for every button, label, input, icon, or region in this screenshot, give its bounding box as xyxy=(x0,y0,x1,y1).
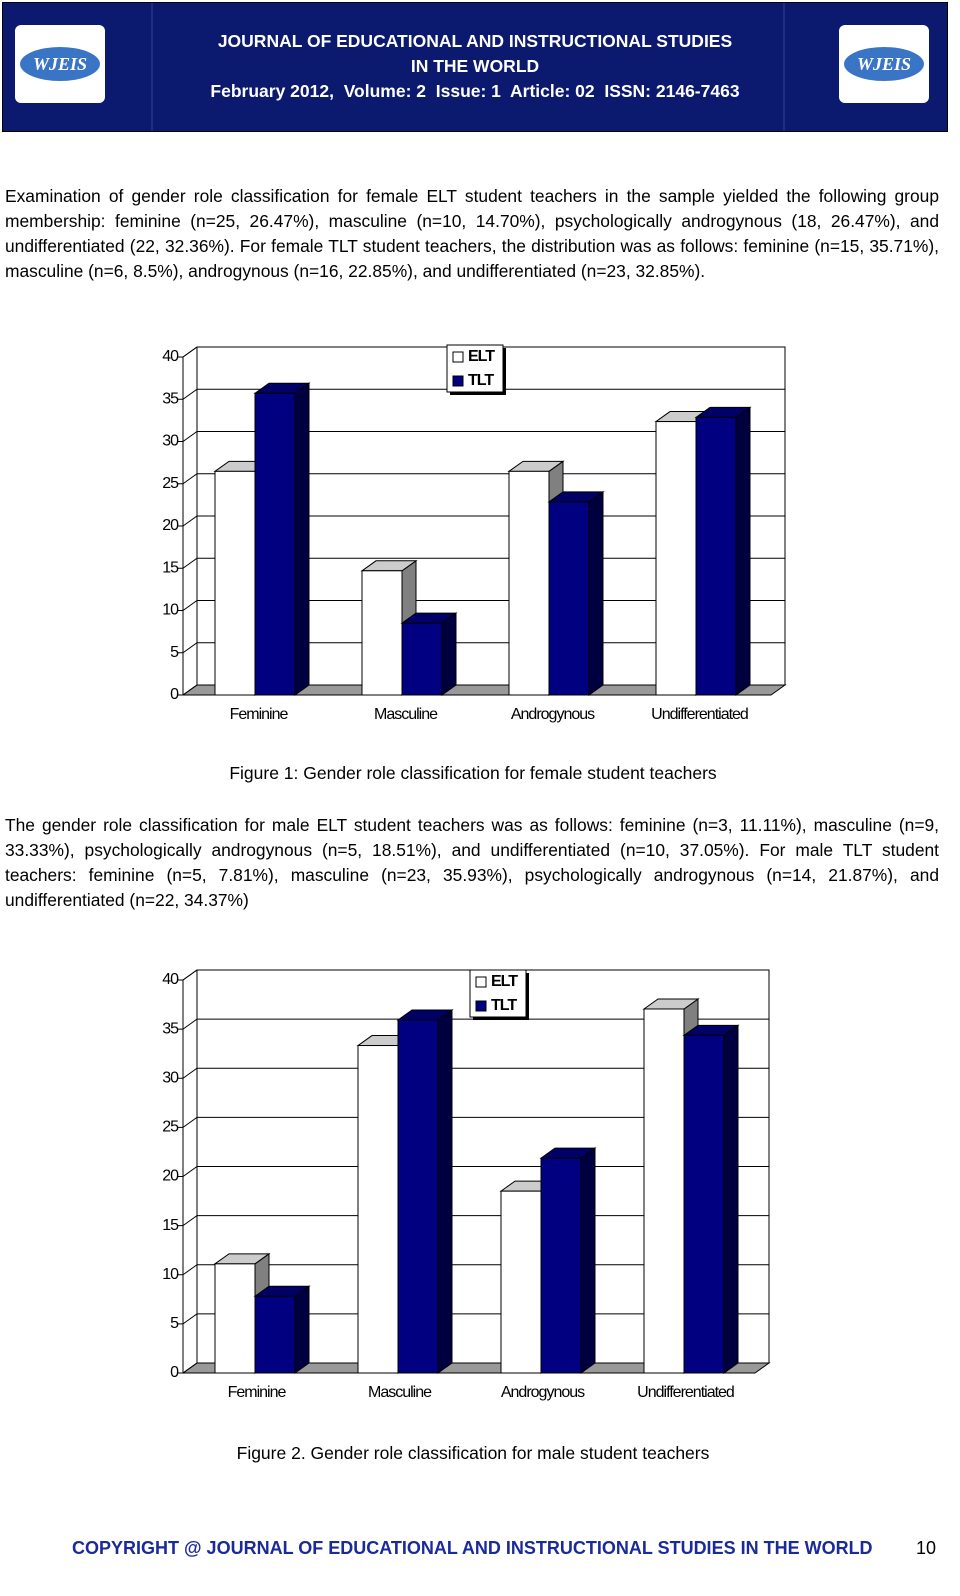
grid-line xyxy=(182,1018,769,1030)
bar xyxy=(508,470,550,696)
y-tick-label: 35 xyxy=(162,1020,179,1037)
x-tick-label: Undifferentiated xyxy=(651,706,748,723)
x-tick-label: Masculine xyxy=(374,706,438,723)
bar xyxy=(214,470,256,696)
bar-side xyxy=(723,1024,739,1374)
issue-info: February 2012, Volume: 2 Issue: 1 Articl… xyxy=(210,81,740,101)
grid-line xyxy=(182,431,785,442)
bar-side xyxy=(735,406,751,696)
bar xyxy=(655,421,697,696)
bar-side xyxy=(580,1147,596,1374)
journal-title: IN THE WORLD xyxy=(410,56,540,76)
y-tick-label: 25 xyxy=(162,475,179,492)
figure-caption: Figure 1: Gender role classification for… xyxy=(229,763,717,783)
bar-side xyxy=(441,612,457,696)
legend-swatch xyxy=(452,375,464,387)
y-tick-label: 20 xyxy=(162,517,179,534)
y-tick-label: 30 xyxy=(162,433,179,450)
y-tick-label: 5 xyxy=(170,644,179,661)
copyright: COPYRIGHT @ JOURNAL OF EDUCATIONAL AND I… xyxy=(72,1538,873,1558)
bar-side xyxy=(294,1285,310,1374)
y-tick-label: 10 xyxy=(162,602,179,619)
bar xyxy=(401,622,443,696)
bar xyxy=(214,1263,256,1374)
logo: WJEIS xyxy=(15,25,105,103)
legend-swatch xyxy=(475,1000,487,1012)
grid-line xyxy=(182,473,785,485)
bar-side xyxy=(437,1009,453,1374)
y-tick-label: 40 xyxy=(162,971,179,988)
y-tick-label: 0 xyxy=(170,686,179,703)
legend-label: TLT xyxy=(491,997,517,1014)
y-tick-label: 20 xyxy=(162,1168,179,1185)
y-tick-label: 35 xyxy=(162,390,179,407)
grid-line xyxy=(182,969,769,981)
journal-title: JOURNAL OF EDUCATIONAL AND INSTRUCTIONAL… xyxy=(217,31,733,51)
bar xyxy=(540,1157,582,1374)
y-tick-label: 5 xyxy=(170,1315,179,1332)
bar-side xyxy=(294,382,310,696)
y-tick-label: 30 xyxy=(162,1069,179,1086)
logo-text: WJEIS xyxy=(844,47,924,81)
bar xyxy=(683,1034,725,1374)
y-tick-label: 15 xyxy=(162,1217,179,1234)
x-tick-label: Feminine xyxy=(230,706,289,723)
y-tick-label: 15 xyxy=(162,559,179,576)
y-tick-label: 40 xyxy=(162,348,179,365)
bar xyxy=(548,501,590,696)
bar xyxy=(357,1045,399,1374)
bar xyxy=(361,570,403,696)
bar xyxy=(643,1008,685,1374)
logo: WJEIS xyxy=(839,25,929,103)
grid-line xyxy=(182,346,785,358)
grid-line xyxy=(182,1116,769,1128)
grid-line xyxy=(182,388,785,400)
paragraph: Examination of gender role classificatio… xyxy=(5,186,939,281)
bar xyxy=(695,416,737,696)
y-tick-label: 10 xyxy=(162,1266,179,1283)
x-tick-label: Feminine xyxy=(228,1384,287,1401)
bar-side xyxy=(588,490,604,696)
page-number: 10 xyxy=(916,1538,937,1558)
bar xyxy=(254,392,296,696)
journal-header: WJEIS WJEIS JOURNAL OF EDUCATIONAL AND I… xyxy=(2,2,948,132)
legend-label: ELT xyxy=(491,973,518,990)
logo-text: WJEIS xyxy=(20,47,100,81)
y-tick-label: 0 xyxy=(170,1364,179,1381)
y-tick-label: 25 xyxy=(162,1119,179,1136)
paragraph: The gender role classification for male … xyxy=(5,815,939,910)
bar xyxy=(500,1190,542,1374)
bar xyxy=(397,1019,439,1374)
x-tick-label: Androgynous xyxy=(511,706,595,723)
grid-line xyxy=(182,1067,769,1079)
separator xyxy=(783,3,785,131)
x-tick-label: Masculine xyxy=(368,1384,432,1401)
legend-swatch xyxy=(475,976,487,988)
legend-swatch xyxy=(452,351,464,363)
x-tick-label: Undifferentiated xyxy=(637,1384,734,1401)
figure-caption: Figure 2. Gender role classification for… xyxy=(236,1443,710,1463)
legend-label: ELT xyxy=(468,348,495,365)
separator xyxy=(151,3,153,131)
x-tick-label: Androgynous xyxy=(501,1384,585,1401)
legend-label: TLT xyxy=(468,372,494,389)
bar xyxy=(254,1295,296,1374)
